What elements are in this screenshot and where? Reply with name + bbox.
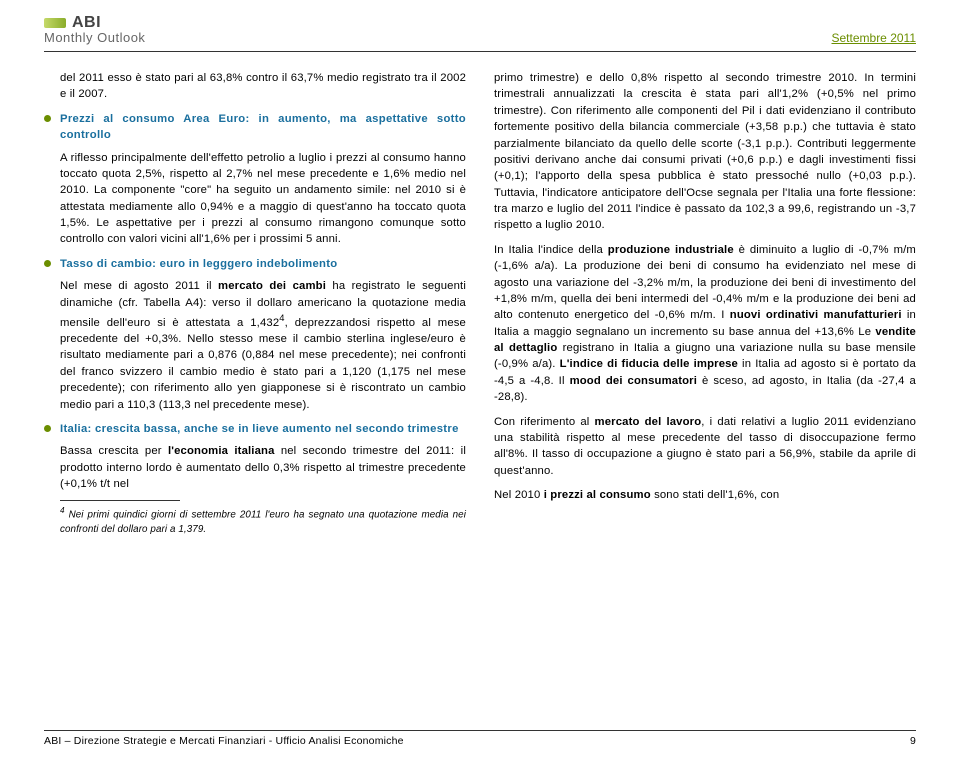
page-footer: ABI – Direzione Strategie e Mercati Fina…: [44, 730, 916, 747]
content-columns: del 2011 esso è stato pari al 63,8% cont…: [44, 70, 916, 537]
page-header: ABI Monthly Outlook Settembre 2011: [44, 14, 916, 52]
footer-left: ABI – Direzione Strategie e Mercati Fina…: [44, 735, 404, 747]
issue-date: Settembre 2011: [832, 31, 917, 45]
bullet-body-text: A riflesso principalmente dell'effetto p…: [60, 150, 466, 248]
right-para-3: Con riferimento al mercato del lavoro, i…: [494, 414, 916, 480]
footnote: 4 Nei primi quindici giorni di settembre…: [60, 505, 466, 537]
bullet-icon: [44, 115, 51, 122]
bullet-italy-growth: Italia: crescita bassa, anche se in liev…: [44, 421, 466, 493]
bullet-icon: [44, 425, 51, 432]
right-column: primo trimestre) e dello 0,8% rispetto a…: [494, 70, 916, 537]
bullet-body-text: Nel mese di agosto 2011 il mercato dei c…: [60, 278, 466, 413]
bullet-heading: Italia: crescita bassa, anche se in liev…: [60, 421, 466, 437]
footnote-separator: [60, 500, 180, 501]
right-para-1: primo trimestre) e dello 0,8% rispetto a…: [494, 70, 916, 234]
brand-logo-mark: [44, 18, 66, 28]
bullet-heading: Prezzi al consumo Area Euro: in aumento,…: [60, 111, 466, 144]
continuation-para: del 2011 esso è stato pari al 63,8% cont…: [60, 70, 466, 103]
brand-subtitle: Monthly Outlook: [44, 30, 145, 45]
left-column: del 2011 esso è stato pari al 63,8% cont…: [44, 70, 466, 537]
bullet-icon: [44, 260, 51, 267]
bullet-heading: Tasso di cambio: euro in legggero indebo…: [60, 256, 466, 272]
bullet-body-text: Bassa crescita per l'economia italiana n…: [60, 443, 466, 492]
page-number: 9: [910, 735, 916, 747]
bullet-exchange-rate: Tasso di cambio: euro in legggero indebo…: [44, 256, 466, 413]
right-para-4: Nel 2010 i prezzi al consumo sono stati …: [494, 487, 916, 503]
right-para-2: In Italia l'indice della produzione indu…: [494, 242, 916, 406]
brand-block: ABI Monthly Outlook: [44, 14, 145, 45]
bullet-prices-euro: Prezzi al consumo Area Euro: in aumento,…: [44, 111, 466, 248]
